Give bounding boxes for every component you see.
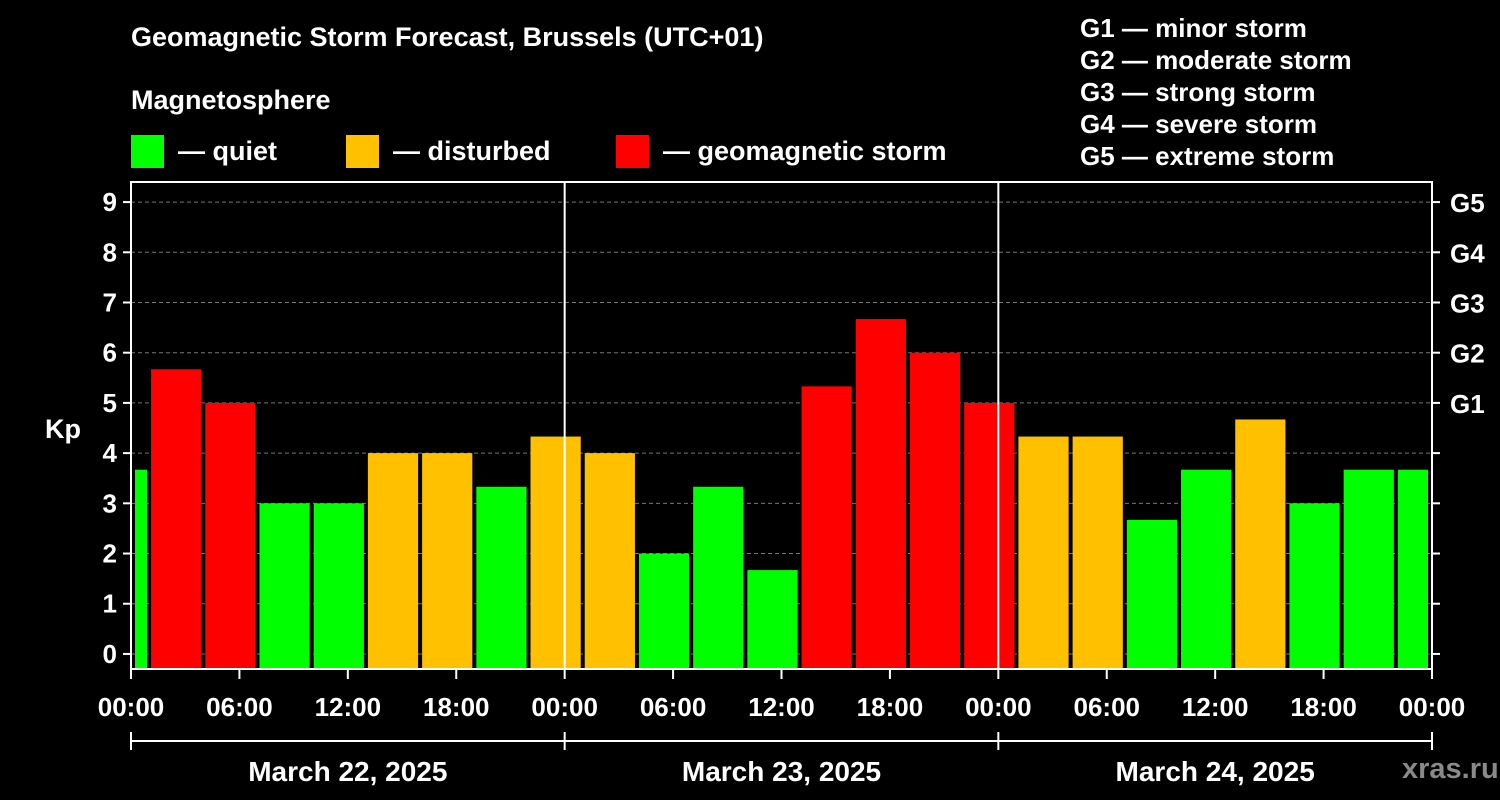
kp-bar xyxy=(801,386,852,669)
kp-bar xyxy=(205,402,256,669)
y-tick-label: 7 xyxy=(103,287,117,317)
kp-bar xyxy=(367,453,419,669)
y-tick-label: 1 xyxy=(103,589,117,619)
x-tick-label: 06:00 xyxy=(640,692,707,722)
storm-scale-g3: G3 — strong storm xyxy=(1080,77,1316,107)
kp-bar xyxy=(855,319,906,669)
kp-bar xyxy=(1343,469,1394,669)
kp-bar xyxy=(693,486,744,669)
y-tick-label: 0 xyxy=(103,639,117,669)
y-tick-label: 2 xyxy=(103,539,117,569)
kp-bar xyxy=(1181,469,1232,669)
y-tick-label: 5 xyxy=(103,388,117,418)
legend-heading: Magnetosphere xyxy=(131,85,331,115)
kp-bar xyxy=(151,369,202,669)
x-tick-label: 18:00 xyxy=(1290,692,1357,722)
y-axis-title: Kp xyxy=(45,414,81,444)
kp-bar xyxy=(584,453,635,669)
y-tick-label: 4 xyxy=(103,438,118,468)
x-tick-label: 12:00 xyxy=(748,692,815,722)
y-tick-label: 3 xyxy=(103,488,117,518)
y-tick-label: 9 xyxy=(103,187,117,217)
g-scale-label: G3 xyxy=(1450,288,1485,318)
x-tick-label: 18:00 xyxy=(857,692,924,722)
storm-scale-g1: G1 — minor storm xyxy=(1080,13,1307,43)
kp-bar xyxy=(1126,519,1178,669)
kp-bar xyxy=(1289,503,1340,669)
kp-bar xyxy=(1397,469,1428,669)
storm-scale-g4: G4 — severe storm xyxy=(1080,109,1318,139)
kp-bar xyxy=(530,436,581,669)
legend-label-quiet: — quiet xyxy=(178,135,277,166)
legend-item-disturbed: — disturbed xyxy=(346,134,551,168)
g-scale-label: G5 xyxy=(1450,188,1485,218)
date-label: March 24, 2025 xyxy=(1116,756,1315,787)
x-tick-label: 18:00 xyxy=(423,692,490,722)
kp-bar xyxy=(422,453,473,669)
storm-scale-legend: G1 — minor storm G2 — moderate storm G3 … xyxy=(1080,12,1352,172)
legend-swatch-quiet xyxy=(131,134,164,168)
x-tick-label: 00:00 xyxy=(531,692,598,722)
legend-item-quiet: — quiet xyxy=(131,134,277,168)
kp-bar xyxy=(964,402,1015,669)
kp-bar xyxy=(259,503,310,669)
watermark: xras.ru xyxy=(1402,753,1499,785)
storm-scale-g5: G5 — extreme storm xyxy=(1080,141,1335,171)
storm-scale-g2: G2 — moderate storm xyxy=(1080,45,1352,75)
x-tick-label: 00:00 xyxy=(1399,692,1466,722)
kp-bar xyxy=(135,469,148,669)
g-scale-label: G2 xyxy=(1450,339,1485,369)
legend-swatch-storm xyxy=(616,134,649,168)
date-label: March 22, 2025 xyxy=(248,756,447,787)
kp-bar xyxy=(313,503,364,669)
date-label: March 23, 2025 xyxy=(682,756,881,787)
x-tick-label: 06:00 xyxy=(1074,692,1141,722)
kp-bar xyxy=(1018,436,1069,669)
g-scale-label: G4 xyxy=(1450,238,1485,268)
legend-swatch-disturbed xyxy=(346,134,379,168)
kp-bar xyxy=(1072,436,1123,669)
legend-label-storm: — geomagnetic storm xyxy=(663,135,947,166)
legend-item-storm: — geomagnetic storm xyxy=(616,134,947,168)
x-tick-label: 00:00 xyxy=(98,692,165,722)
y-tick-label: 8 xyxy=(103,237,117,267)
kp-bar xyxy=(638,553,690,669)
x-tick-label: 12:00 xyxy=(315,692,382,722)
kp-bar xyxy=(1235,419,1286,669)
kp-bar xyxy=(476,486,527,669)
kp-bar xyxy=(747,570,798,669)
x-tick-label: 06:00 xyxy=(206,692,273,722)
x-tick-label: 00:00 xyxy=(965,692,1032,722)
y-tick-label: 6 xyxy=(103,338,117,368)
g-scale-label: G1 xyxy=(1450,389,1485,419)
kp-bar xyxy=(909,352,961,669)
x-tick-label: 12:00 xyxy=(1182,692,1249,722)
legend-label-disturbed: — disturbed xyxy=(393,135,551,166)
chart-title: Geomagnetic Storm Forecast, Brussels (UT… xyxy=(131,22,764,52)
